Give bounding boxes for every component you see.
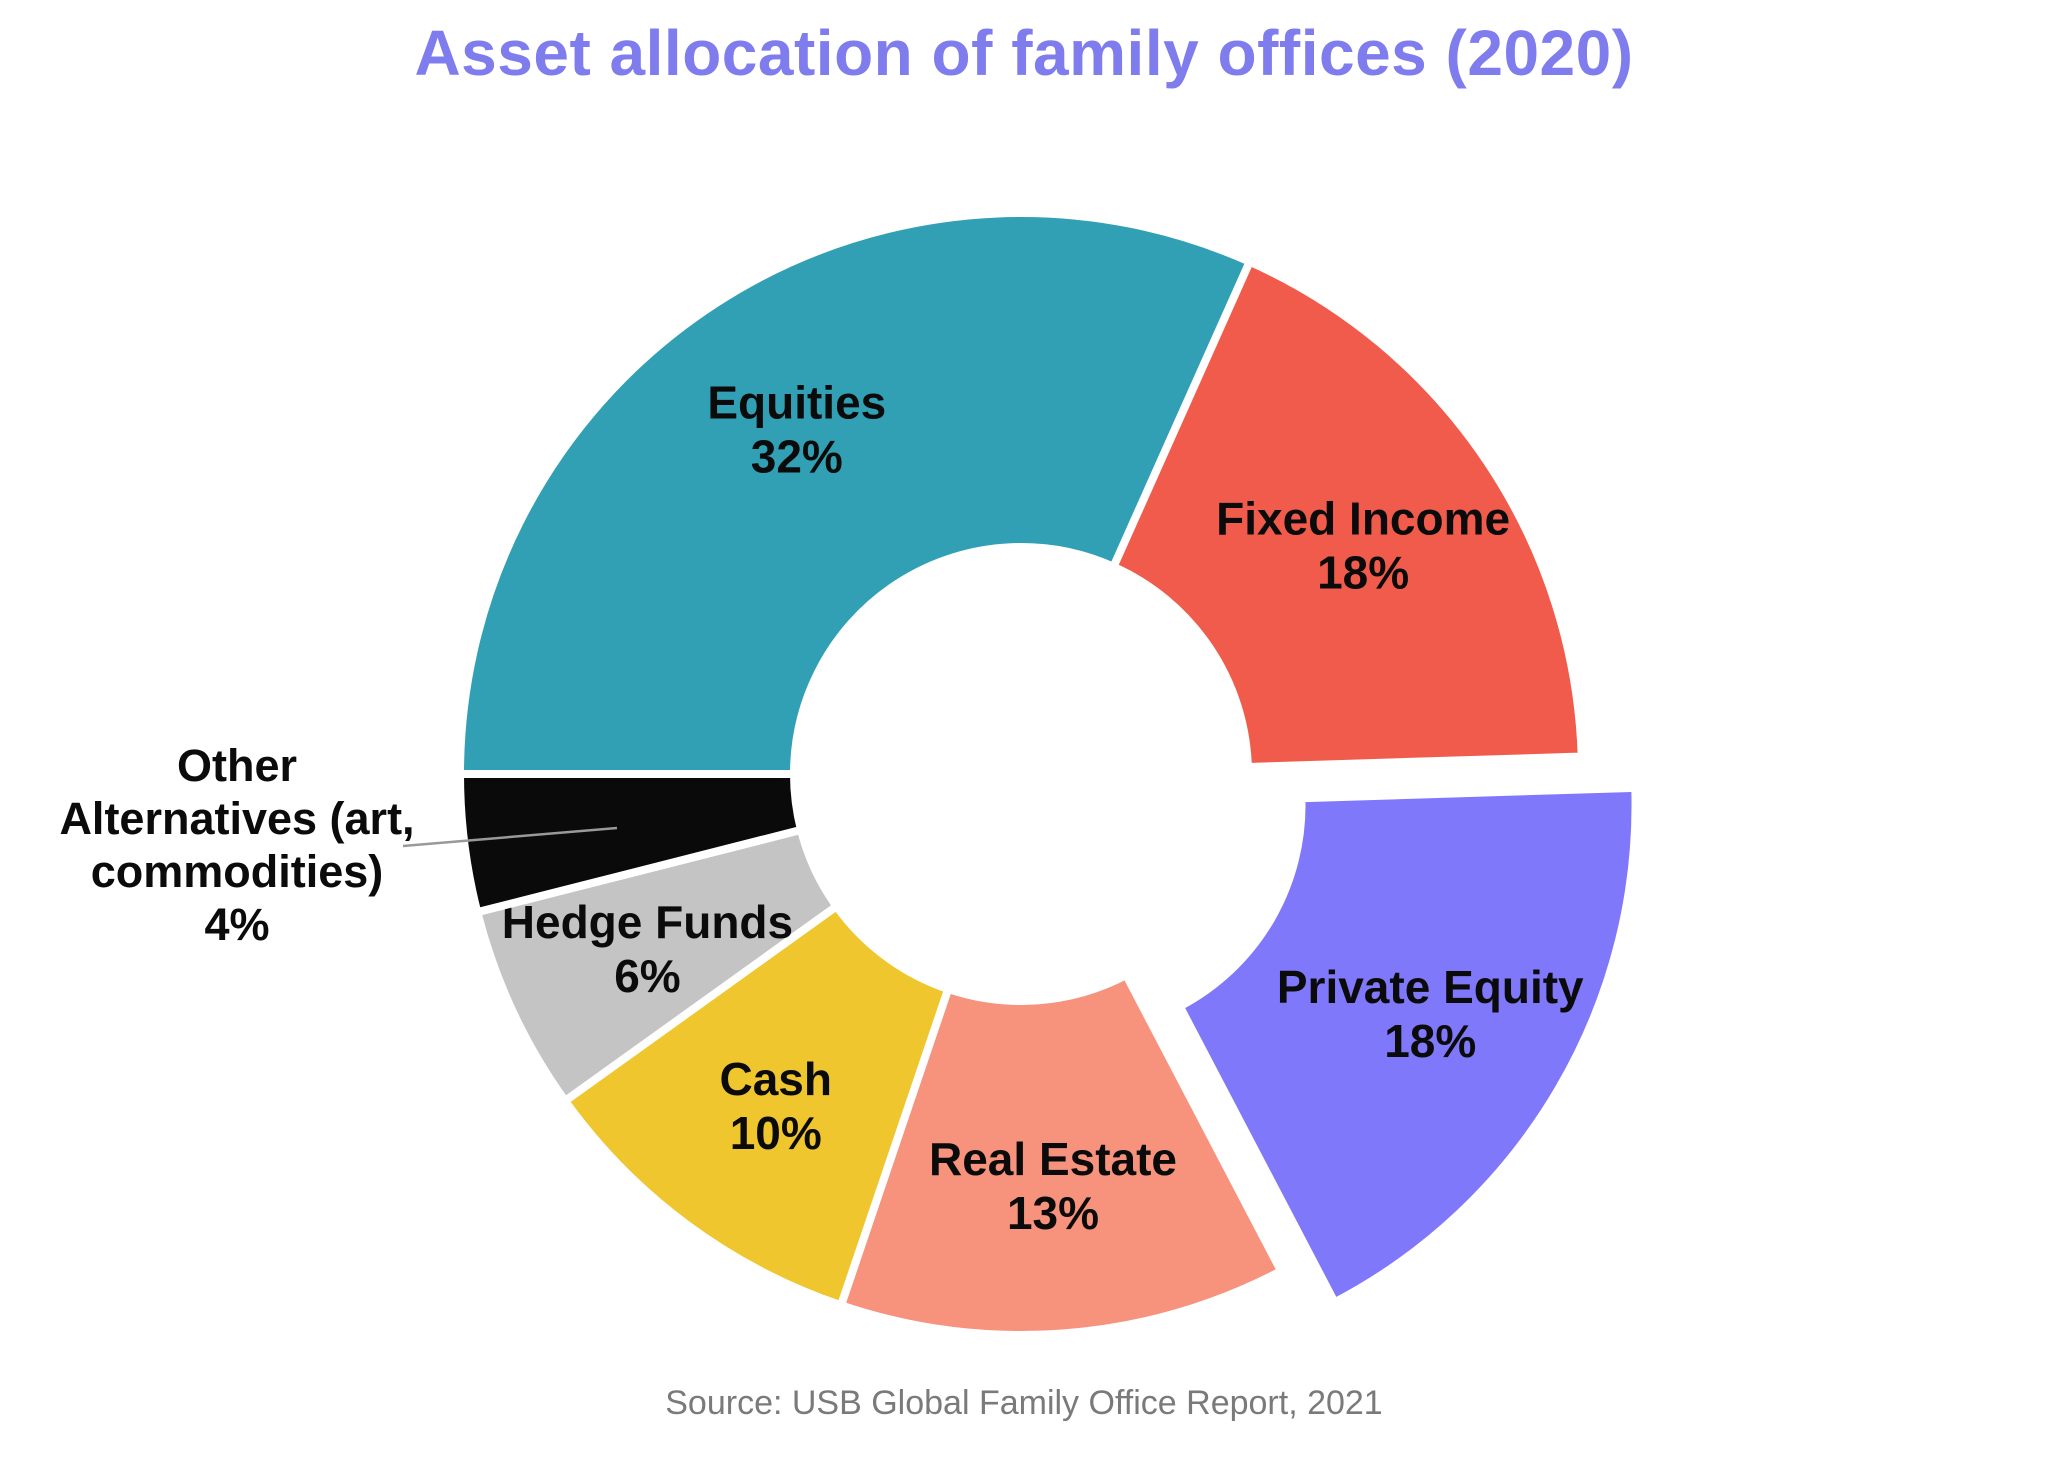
donut-slice-fixed-income — [1109, 257, 1586, 771]
donut-slice-cash — [561, 902, 953, 1310]
slice-label-cash: Cash 10% — [719, 1053, 831, 1159]
leader-line-other-alternatives-art-commodities — [402, 826, 618, 848]
donut-slice-other-alternatives-art-commodities — [456, 770, 805, 917]
slice-label-fixed-income: Fixed Income 18% — [1216, 492, 1510, 598]
chart-title: Asset allocation of family offices (2020… — [414, 17, 1634, 89]
donut-slice-private-equity — [1175, 783, 1640, 1307]
slice-label-equities: Equities 32% — [707, 376, 886, 482]
slice-label-other-alternatives-art-commodities: Other Alternatives (art, commodities) 4% — [59, 740, 414, 950]
donut-slice-equities — [456, 209, 1254, 778]
source-caption: Source: USB Global Family Office Report,… — [665, 1384, 1383, 1422]
slice-label-private-equity: Private Equity 18% — [1277, 961, 1584, 1067]
slice-label-real-estate: Real Estate 13% — [929, 1133, 1177, 1239]
slice-label-hedge-funds: Hedge Funds 6% — [502, 896, 793, 1002]
donut-slice-real-estate — [837, 971, 1286, 1339]
